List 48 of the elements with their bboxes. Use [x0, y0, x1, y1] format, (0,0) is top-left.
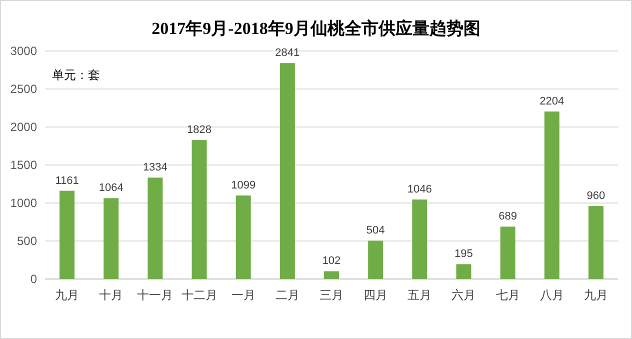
bar — [412, 200, 428, 279]
bar — [280, 63, 295, 279]
bar — [368, 240, 384, 279]
data-label: 1334 — [142, 162, 168, 174]
x-tick-label: 九月 — [584, 288, 608, 302]
y-tick-label: 2500 — [10, 82, 38, 96]
x-tick-label: 四月 — [364, 288, 388, 302]
bar — [148, 178, 163, 279]
data-label: 1828 — [187, 124, 212, 136]
bar — [544, 111, 560, 279]
y-tick-label: 0 — [30, 272, 38, 286]
annotation: 单元：套 — [52, 68, 100, 82]
y-tick-label: 1000 — [10, 196, 38, 210]
x-tick-label: 八月 — [540, 288, 564, 302]
data-label: 1046 — [407, 184, 432, 196]
data-label: 2841 — [275, 47, 300, 60]
data-label: 960 — [586, 190, 606, 202]
bar — [60, 190, 75, 279]
data-label: 102 — [322, 255, 341, 268]
x-tick-label: 九月 — [55, 288, 80, 302]
data-label: 1064 — [98, 182, 124, 194]
data-label: 689 — [498, 210, 517, 223]
y-tick-label: 3000 — [10, 44, 38, 58]
x-tick-label: 七月 — [496, 288, 520, 302]
y-tick-label: 500 — [16, 234, 38, 248]
bar — [588, 206, 604, 279]
x-tick-label: 六月 — [452, 288, 476, 302]
x-tick-label: 十月 — [99, 288, 124, 302]
x-tick-label: 五月 — [408, 288, 432, 302]
y-tick-label: 1500 — [10, 158, 38, 172]
data-label: 195 — [454, 248, 473, 260]
x-tick-label: 一月 — [231, 288, 256, 302]
x-tick-label: 十二月 — [181, 288, 218, 302]
chart-title: 2017年9月-2018年9月仙桃全市供应量趋势图 — [152, 19, 480, 38]
data-label: 504 — [366, 224, 385, 237]
x-tick-label: 二月 — [275, 288, 300, 302]
y-tick-label: 2000 — [10, 120, 38, 134]
bar — [104, 198, 119, 279]
data-label: 1099 — [231, 179, 256, 192]
x-tick-label: 十一月 — [137, 288, 174, 302]
bar — [192, 140, 207, 279]
data-label: 2204 — [540, 95, 564, 108]
x-tick-label: 三月 — [320, 288, 344, 302]
bar — [324, 271, 339, 279]
bar — [236, 195, 251, 279]
bar — [456, 264, 472, 279]
bar — [500, 226, 516, 279]
data-label: 1161 — [55, 174, 79, 187]
